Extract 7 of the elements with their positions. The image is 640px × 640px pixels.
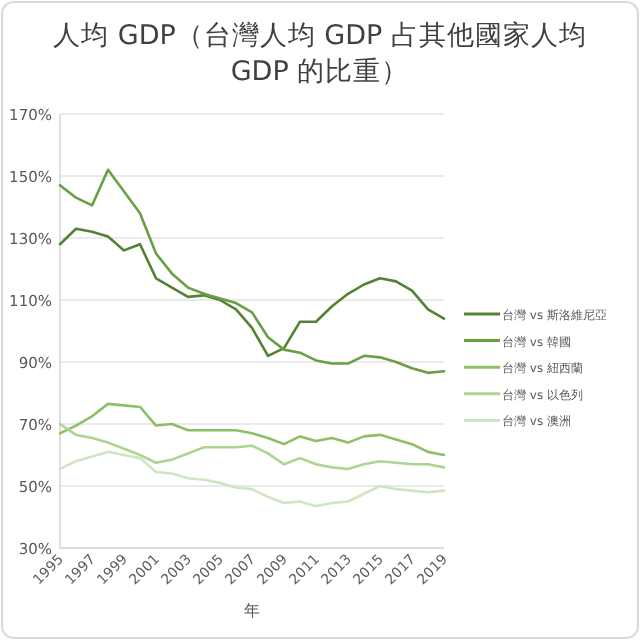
- line-series: [58, 168, 446, 375]
- line-series: [58, 402, 446, 457]
- line-series: [58, 450, 446, 508]
- line-series: [58, 422, 446, 471]
- chart-title: 人均 GDP（台灣人均 GDP 占其他國家人均 GDP 的比重）: [53, 20, 587, 88]
- x-axis-title: 年: [244, 602, 260, 620]
- line-series: [58, 227, 446, 358]
